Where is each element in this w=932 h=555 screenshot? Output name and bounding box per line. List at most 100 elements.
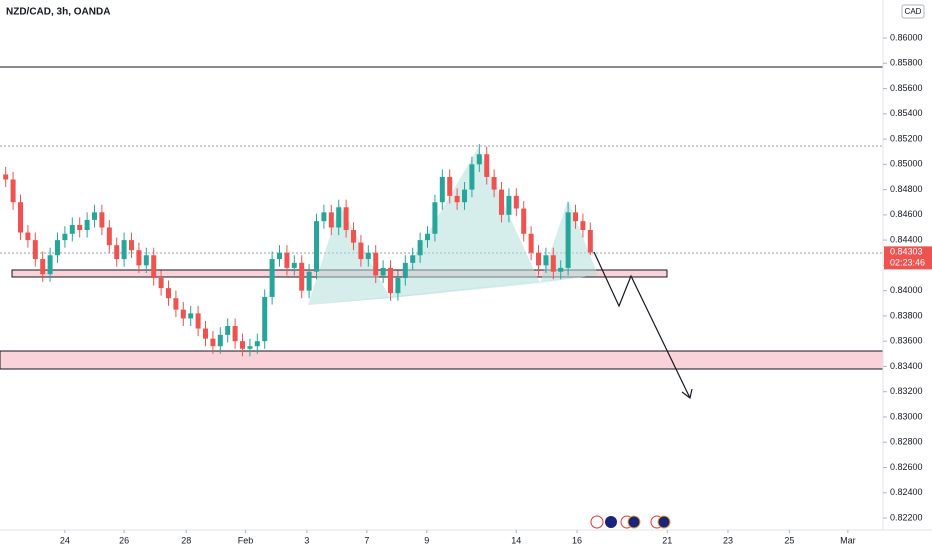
candle-body: [469, 164, 475, 190]
candle-body: [92, 212, 98, 220]
candle-body: [388, 267, 394, 294]
candle-body: [69, 224, 75, 234]
event-icon[interactable]: [657, 515, 671, 529]
candle-body: [358, 242, 364, 260]
candle-body: [136, 250, 142, 266]
candle-body: [454, 195, 460, 203]
candle-body: [447, 176, 453, 196]
pattern-base: [308, 275, 598, 305]
candle-body: [217, 334, 223, 347]
x-tick-label: Mar: [840, 535, 856, 545]
candle-body: [499, 189, 505, 215]
x-tick-label: 24: [60, 535, 70, 545]
candle-body: [151, 255, 157, 279]
candle-body: [550, 255, 556, 272]
y-tick-label: 0.85800: [890, 58, 923, 68]
y-tick-label: 0.83000: [890, 411, 923, 421]
candle-body: [439, 176, 445, 203]
currency-label: CAD: [905, 7, 922, 16]
x-tick-label: 16: [572, 535, 582, 545]
y-tick-label: 0.83400: [890, 361, 923, 371]
candle-body: [565, 212, 571, 268]
y-tick-label: 0.86000: [890, 32, 923, 42]
candle-body: [343, 207, 349, 231]
candle-body: [587, 230, 593, 253]
y-tick-label: 0.85600: [890, 83, 923, 93]
candle-body: [195, 313, 201, 329]
candle-body: [129, 240, 135, 251]
head: [390, 148, 540, 298]
countdown-label: 02:23:46: [890, 258, 925, 268]
candle-body: [158, 278, 164, 289]
candle-body: [476, 154, 482, 165]
y-tick-label: 0.82800: [890, 437, 923, 447]
x-tick-label: 21: [662, 535, 672, 545]
candle-body: [32, 240, 38, 260]
candle-body: [491, 176, 497, 190]
candle-body: [121, 240, 127, 260]
x-tick-label: 28: [181, 535, 191, 545]
candle-body: [299, 262, 305, 291]
y-tick-label: 0.84400: [890, 234, 923, 244]
x-tick-label: Feb: [238, 535, 254, 545]
candle-body: [351, 230, 357, 243]
candle-body: [188, 313, 194, 319]
candle-body: [47, 255, 53, 275]
y-tick-label: 0.82600: [890, 462, 923, 472]
candle-body: [432, 202, 438, 234]
candle-body: [3, 174, 9, 180]
last-price-label: 0.84303: [890, 247, 923, 257]
candle-body: [462, 189, 468, 203]
y-tick-label: 0.83200: [890, 386, 923, 396]
y-tick-label: 0.82400: [890, 487, 923, 497]
x-tick-label: 3: [304, 535, 309, 545]
left-shoulder: [308, 205, 390, 305]
candles: [3, 144, 593, 357]
x-tick-label: 7: [364, 535, 369, 545]
candle-body: [277, 252, 283, 260]
x-tick-label: 25: [784, 535, 794, 545]
y-tick-label: 0.84600: [890, 209, 923, 219]
event-icon[interactable]: [627, 515, 641, 529]
y-tick-label: 0.82200: [890, 512, 923, 522]
candle-body: [425, 233, 431, 241]
candle-body: [321, 212, 327, 222]
candle-body: [269, 259, 275, 297]
candle-body: [180, 309, 186, 319]
candle-body: [77, 224, 83, 231]
candle-body: [166, 288, 172, 299]
candle-body: [106, 227, 112, 246]
candle-body: [380, 267, 386, 276]
y-tick-label: 0.85200: [890, 133, 923, 143]
x-tick-label: 14: [511, 535, 521, 545]
candle-body: [536, 252, 542, 266]
candle-body: [84, 219, 90, 231]
candle-body: [10, 179, 16, 203]
candle-body: [558, 267, 564, 272]
y-tick-label: 0.84800: [890, 184, 923, 194]
candle-body: [336, 207, 342, 228]
candle-body: [17, 202, 23, 233]
event-icon[interactable]: [590, 515, 604, 529]
projection-arrow: [593, 251, 691, 399]
candle-body: [306, 271, 312, 291]
candle-body: [402, 262, 408, 279]
candle-body: [291, 262, 297, 268]
candle-body: [284, 252, 290, 268]
candle-body: [580, 221, 586, 231]
y-tick-label: 0.85400: [890, 108, 923, 118]
candle-body: [314, 221, 320, 272]
candle-body: [225, 326, 231, 335]
chart-title: NZD/CAD, 3h, OANDA: [6, 7, 110, 18]
candle-body: [395, 278, 401, 294]
candle-body: [328, 212, 334, 228]
currency-badge[interactable]: [901, 4, 925, 19]
candle-body: [143, 255, 149, 266]
x-tick-label: 9: [424, 535, 429, 545]
event-icons: [590, 515, 671, 529]
event-icon[interactable]: [605, 516, 617, 528]
candle-body: [484, 154, 490, 177]
y-tick-label: 0.83600: [890, 336, 923, 346]
y-tick-label: 0.83800: [890, 310, 923, 320]
